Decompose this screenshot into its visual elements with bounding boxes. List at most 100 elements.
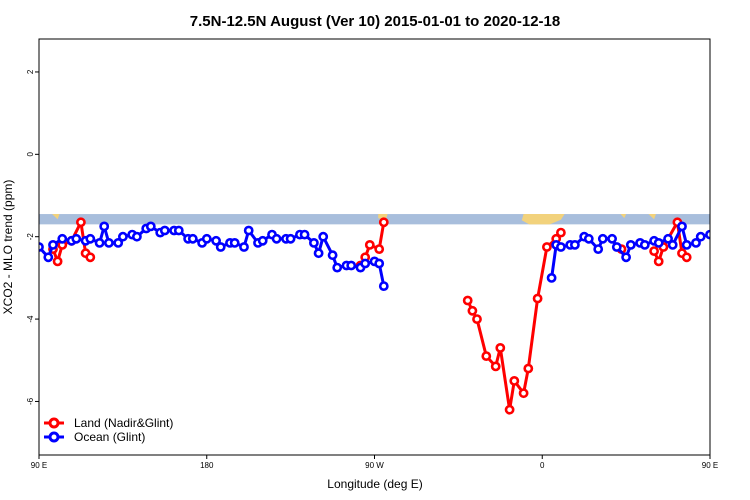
data-point-ocean <box>43 252 54 263</box>
data-point-ocean <box>725 223 732 230</box>
data-point-ocean <box>159 225 170 236</box>
data-point-land <box>490 361 501 372</box>
data-point-land <box>52 256 63 267</box>
data-point-ocean <box>597 233 608 244</box>
x-tick-label: 90 W <box>365 461 384 470</box>
data-point-land <box>681 252 692 263</box>
y-axis: 2 0 -2 -4 -6 <box>26 69 39 405</box>
data-point-ocean <box>720 225 727 232</box>
data-point-ocean <box>653 237 664 248</box>
data-point-land <box>532 293 543 304</box>
data-point-ocean <box>621 252 631 263</box>
legend-label-ocean: Ocean (Glint) <box>74 430 145 444</box>
data-point-land <box>76 217 86 228</box>
data-point-ocean <box>546 272 557 283</box>
data-point-ocean <box>71 233 82 244</box>
map-band <box>39 214 710 225</box>
data-point-land <box>523 363 534 374</box>
data-point-land <box>509 375 520 386</box>
x-tick-label: 0 <box>540 461 545 470</box>
map-band-ocean <box>39 214 710 225</box>
data-point-ocean <box>48 239 58 250</box>
data-point-land <box>653 256 664 267</box>
data-point-ocean <box>556 242 566 252</box>
series-line-land <box>466 231 563 412</box>
data-point-ocean <box>99 221 110 232</box>
data-point-ocean <box>187 233 198 244</box>
legend-label-land: Land (Nadir&Glint) <box>74 416 173 430</box>
data-point-land <box>504 404 515 415</box>
data-point-ocean <box>243 225 254 236</box>
data-point-ocean <box>695 231 706 242</box>
data-point-ocean <box>332 262 343 273</box>
data-point-ocean <box>705 229 710 240</box>
data-point-ocean <box>57 233 68 244</box>
data-point-land <box>649 246 659 256</box>
data-point-ocean <box>173 225 184 236</box>
data-point-ocean <box>271 233 282 244</box>
data-point-ocean <box>145 221 156 232</box>
data-point-land <box>462 295 473 306</box>
data-point-ocean <box>625 239 636 250</box>
y-tick-label: -4 <box>26 315 35 323</box>
data-point-land <box>378 217 389 228</box>
data-point-land <box>467 305 478 316</box>
data-point-ocean <box>239 242 249 252</box>
y-tick-label: 0 <box>26 152 35 157</box>
map-band-land <box>52 214 656 225</box>
chart-title: 7.5N-12.5N August (Ver 10) 2015-01-01 to… <box>190 13 560 30</box>
data-point-ocean <box>677 221 687 232</box>
data-point-ocean <box>691 237 701 248</box>
data-point-ocean <box>378 281 389 291</box>
data-point-ocean <box>118 231 128 242</box>
data-point-ocean <box>611 242 622 252</box>
data-point-ocean <box>257 235 268 246</box>
data-point-ocean <box>215 242 226 252</box>
data-point-ocean <box>681 239 692 250</box>
y-tick-label: 2 <box>26 69 35 74</box>
x-tick-label: 180 <box>200 461 214 470</box>
data-point-land <box>542 242 552 252</box>
data-point-land <box>85 252 96 263</box>
data-point-ocean <box>346 260 357 271</box>
data-point-ocean <box>229 237 240 248</box>
data-point-land <box>495 342 506 353</box>
x-axis-label: Longitude (deg E) <box>327 477 422 491</box>
x-tick-label: 90 E <box>702 461 718 470</box>
y-axis-label: XCO2 - MLO trend (ppm) <box>1 180 15 315</box>
data-point-ocean <box>313 248 324 259</box>
data-point-ocean <box>327 250 338 261</box>
data-point-land <box>518 388 529 399</box>
plot-frame <box>38 38 711 456</box>
data-point-ocean <box>374 258 385 269</box>
legend-marker-ocean <box>48 431 60 443</box>
data-point-ocean <box>85 233 96 244</box>
y-tick-label: -6 <box>26 397 35 405</box>
data-point-ocean <box>663 233 673 244</box>
data-point-ocean <box>593 244 604 254</box>
legend-marker-land <box>48 417 60 429</box>
data-point-ocean <box>201 233 212 244</box>
x-axis: 90 E 180 90 W 0 90 E <box>31 455 718 470</box>
data-point-ocean <box>308 237 319 248</box>
data-point-ocean <box>131 231 142 242</box>
data-point-ocean <box>285 233 296 244</box>
data-point-ocean <box>709 233 710 236</box>
data-point-ocean <box>639 239 650 250</box>
data-point-land <box>481 351 492 361</box>
data-point-land <box>556 227 566 238</box>
x-tick-label: 90 E <box>31 461 47 470</box>
series-ocean <box>39 221 741 291</box>
data-point-ocean <box>570 239 580 250</box>
y-tick-label: -2 <box>26 233 35 241</box>
data-point-ocean <box>734 229 741 236</box>
data-point-ocean <box>607 233 617 244</box>
data-point-ocean <box>104 237 114 248</box>
data-point-ocean <box>667 239 678 250</box>
data-point-land <box>364 239 375 250</box>
data-point-ocean <box>211 235 221 246</box>
data-point-ocean <box>113 237 124 248</box>
legend: Land (Nadir&Glint) Ocean (Glint) <box>44 416 173 444</box>
data-point-ocean <box>360 258 371 269</box>
